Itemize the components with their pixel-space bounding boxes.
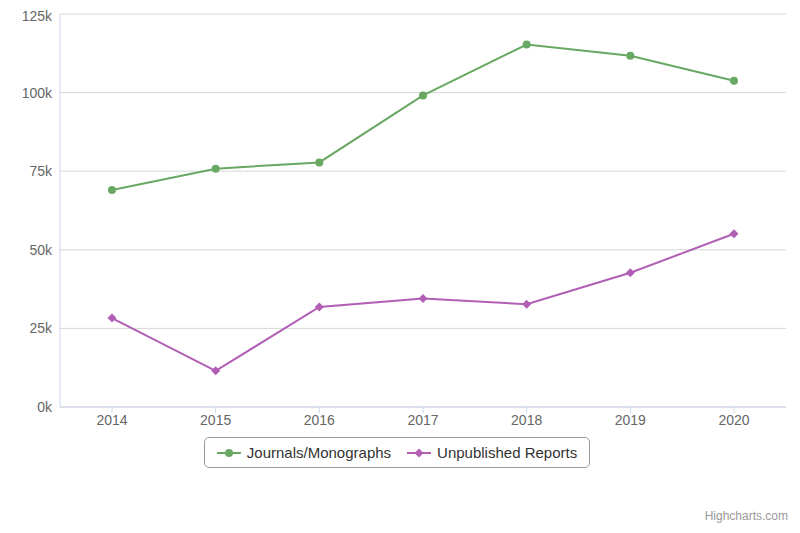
svg-text:2017: 2017: [407, 412, 438, 428]
html-text:Highcharts.com: Highcharts.com: [704, 509, 788, 523]
svg-text:100k: 100k: [22, 85, 53, 101]
svg-text:2020: 2020: [718, 412, 749, 428]
svg-text:2014: 2014: [96, 412, 127, 428]
svg-text:125k: 125k: [22, 8, 53, 24]
svg-text:2015: 2015: [200, 412, 231, 428]
svg-text:2018: 2018: [511, 412, 542, 428]
html-text:Unpublished Reports: Unpublished Reports: [437, 444, 578, 461]
svg-text:2019: 2019: [615, 412, 646, 428]
html-text:Journals/Monographs: Journals/Monographs: [246, 444, 392, 461]
svg-text:50k: 50k: [29, 242, 53, 258]
svg-text:0k: 0k: [37, 399, 53, 415]
svg-text:75k: 75k: [29, 163, 53, 179]
svg-text:25k: 25k: [29, 320, 53, 336]
svg-text:2016: 2016: [304, 412, 335, 428]
